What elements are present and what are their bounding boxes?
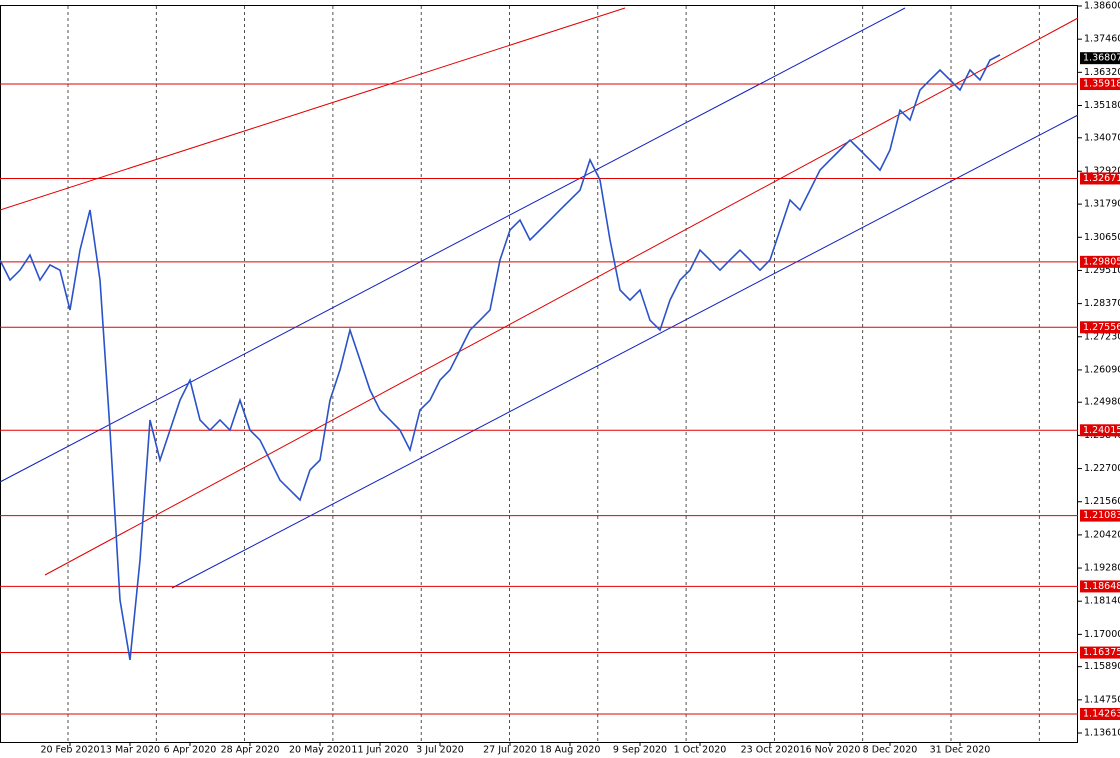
level-label-box: [1080, 321, 1120, 334]
level-label: 1.27556: [1083, 322, 1120, 333]
y-tick-label: 1.20420: [1084, 529, 1120, 540]
x-tick-label: 20 Feb 2020: [40, 745, 99, 756]
level-label: 1.16375: [1083, 647, 1120, 658]
y-tick-label: 1.22700: [1084, 463, 1120, 474]
x-tick-label: 18 Aug 2020: [540, 745, 601, 756]
y-tick-label: 1.34070: [1084, 132, 1120, 143]
x-tick-label: 13 Mar 2020: [100, 745, 160, 756]
level-label: 1.21083: [1083, 510, 1120, 521]
y-tick-label: 1.13610: [1084, 728, 1120, 739]
level-label-box: [1080, 708, 1120, 721]
x-tick-label: 1 Oct 2020: [674, 745, 727, 756]
x-tick-label: 3 Jul 2020: [416, 745, 464, 756]
channel-line: [0, 7, 626, 211]
x-tick-label: 6 Apr 2020: [164, 745, 217, 756]
x-tick-label: 23 Oct 2020: [741, 745, 800, 756]
level-label: 1.14263: [1083, 709, 1120, 720]
x-tick-label: 20 May 2020: [289, 745, 351, 756]
y-tick-label: 1.19280: [1084, 563, 1120, 574]
y-tick-label: 1.36320: [1084, 67, 1120, 78]
y-tick-label: 1.32920: [1084, 166, 1120, 177]
level-label-box: [1080, 646, 1120, 659]
x-tick-label: 31 Dec 2020: [930, 745, 991, 756]
plot-frame: [0, 5, 1078, 743]
level-label: 1.29805: [1083, 256, 1120, 267]
y-tick-label: 1.28370: [1084, 298, 1120, 309]
x-tick-label: 16 Nov 2020: [800, 745, 861, 756]
y-tick-label: 1.29510: [1084, 265, 1120, 276]
y-tick-label: 1.27230: [1084, 331, 1120, 342]
level-label-box: [1080, 255, 1120, 268]
y-tick-label: 1.30650: [1084, 232, 1120, 243]
y-tick-label: 1.18140: [1084, 596, 1120, 607]
x-tick-label: 27 Jul 2020: [483, 745, 537, 756]
x-tick-label: 28 Apr 2020: [221, 745, 280, 756]
y-tick-label: 1.17000: [1084, 629, 1120, 640]
y-tick-label: 1.15890: [1084, 661, 1120, 672]
y-tick-label: 1.35180: [1084, 100, 1120, 111]
y-tick-label: 1.14750: [1084, 694, 1120, 705]
channel-line: [44, 17, 1079, 576]
level-label: 1.18648: [1083, 581, 1120, 592]
x-tick-label: 11 Jun 2020: [351, 745, 408, 756]
y-tick-label: 1.24980: [1084, 397, 1120, 408]
level-label: 1.35918: [1083, 79, 1120, 90]
level-label-box: [1080, 509, 1120, 522]
price-label-box: [1080, 52, 1120, 65]
y-tick-label: 1.21560: [1084, 496, 1120, 507]
grid: [67, 6, 1040, 742]
level-label: 1.32671: [1083, 173, 1120, 184]
level-label: 1.24015: [1083, 425, 1120, 436]
level-label-box: [1080, 172, 1120, 185]
y-tick-label: 1.31790: [1084, 199, 1120, 210]
level-label-box: [1080, 78, 1120, 91]
x-tick-label: 8 Dec 2020: [863, 745, 918, 756]
y-tick-label: 1.38600: [1084, 1, 1120, 12]
level-label-box: [1080, 424, 1120, 437]
x-tick-label: 9 Sep 2020: [613, 745, 667, 756]
channel-line: [0, 7, 906, 483]
y-tick-label: 1.26090: [1084, 364, 1120, 375]
channel-line: [171, 114, 1079, 589]
level-label-box: [1080, 580, 1120, 593]
price-label: 1.36807: [1083, 53, 1120, 64]
price-line: [0, 54, 1001, 661]
y-tick-label: 1.37460: [1084, 34, 1120, 45]
